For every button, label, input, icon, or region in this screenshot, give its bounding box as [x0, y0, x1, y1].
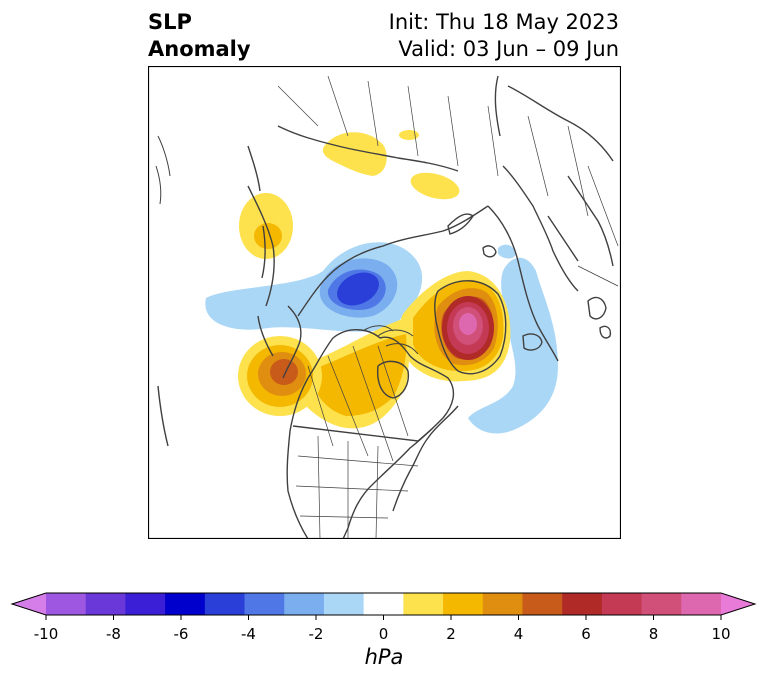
colorbar-segment	[244, 593, 285, 615]
colorbar-segment	[85, 593, 126, 615]
svalbard	[482, 245, 497, 258]
colorbar-tick-label: -6	[174, 625, 189, 643]
positive-anomaly-shading	[238, 130, 511, 429]
colorbar-unit-label: hPa	[364, 645, 404, 669]
colorbar-segment	[601, 593, 643, 615]
west-coast	[286, 377, 309, 539]
negative-anomaly-shading	[205, 242, 558, 434]
far-east-coastline	[157, 145, 261, 447]
north-america-coastline	[307, 329, 455, 539]
colorbar-segment	[284, 593, 325, 615]
colorbar-tick-label: -2	[309, 625, 324, 643]
colorbar-tick-label: 0	[379, 625, 389, 643]
north-atlantic-low-region	[468, 257, 558, 434]
colorbar-segment	[522, 593, 563, 615]
colorbar-segment	[681, 593, 722, 615]
arctic-islands	[362, 325, 419, 355]
northeast-asia-high-level-2	[254, 223, 282, 249]
northern-europe-high-region	[410, 172, 460, 200]
small-positive-region	[399, 130, 419, 140]
colorbar-tick-label: 10	[711, 625, 730, 643]
east-asia-coastline	[247, 185, 275, 357]
british-isles	[587, 296, 612, 339]
init-date-text: Init: Thu 18 May 2023	[388, 10, 619, 34]
colorbar-segment	[403, 593, 444, 615]
canadian-provinces	[307, 345, 409, 462]
colorbar-segment	[165, 593, 206, 615]
colorbar-segment	[443, 593, 484, 615]
colorbar-segment	[562, 593, 603, 615]
coastlines-and-borders	[155, 75, 619, 539]
canada-us-border	[292, 425, 434, 442]
alaska-high-core	[270, 359, 298, 385]
hudson-bay	[376, 360, 410, 399]
colorbar-segment	[363, 593, 404, 615]
siberian-arctic-low-core	[337, 272, 379, 306]
date-info: Init: Thu 18 May 2023 Valid: 03 Jun – 09…	[389, 9, 619, 63]
colorbar-tick-label: -4	[241, 625, 256, 643]
colorbar-segment	[482, 593, 523, 615]
colorbar-segment	[641, 593, 682, 615]
archipelago-high-level-2	[308, 334, 407, 416]
siberia-coastline	[297, 205, 489, 317]
colorbar-segment	[46, 593, 87, 615]
valid-range-text: Valid: 03 Jun – 09 Jun	[398, 37, 619, 61]
eurasia-interior-borders	[277, 75, 619, 287]
colorbar-tick-label: -10	[34, 625, 59, 643]
title-line-1: SLP	[148, 10, 192, 34]
us-east-coast	[392, 405, 459, 512]
europe-coastline	[502, 165, 579, 292]
colorbar-tick-label: 4	[514, 625, 524, 643]
title-line-2: Anomaly	[148, 37, 251, 61]
iceland	[522, 333, 543, 351]
greenland-coastline	[433, 280, 507, 375]
greenland-high-core	[459, 313, 477, 335]
asia-coastline-north	[277, 125, 459, 172]
small-arctic-low	[498, 244, 516, 259]
colorbar-tick-label: 8	[649, 625, 659, 643]
middle-east-coastline	[494, 75, 614, 162]
colorbar-segment	[125, 593, 166, 615]
colorbar-min-arrow	[12, 593, 46, 615]
map-title: SLP Anomaly	[148, 9, 251, 63]
anomaly-map	[148, 66, 621, 539]
central-siberia-high-region	[322, 132, 387, 176]
asia-pacific-islands	[155, 135, 171, 205]
colorbar-tick-label: 6	[581, 625, 591, 643]
colorbar: -10 -8 -6 -4 -2 0 2 4 6 8 10	[10, 592, 757, 643]
colorbar-segment	[323, 593, 365, 615]
mediterranean-coastline	[547, 175, 614, 267]
colorbar-segment	[204, 593, 246, 615]
scandinavia-coastline	[487, 205, 559, 362]
colorbar-tick-label: 2	[446, 625, 456, 643]
novaya-zemlya	[447, 213, 474, 235]
alaska-coastline	[261, 225, 302, 379]
map-frame	[148, 66, 621, 539]
colorbar-max-arrow	[721, 593, 755, 615]
us-states	[295, 435, 419, 539]
colorbar-tick-label: -8	[106, 625, 121, 643]
